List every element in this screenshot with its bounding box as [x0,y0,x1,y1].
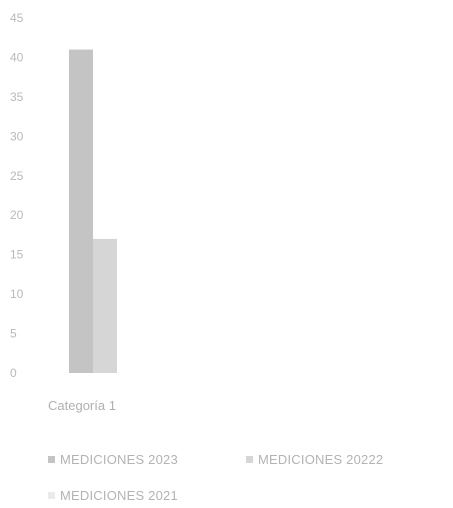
bar-mediciones-20222 [93,238,117,373]
y-tick-label: 15 [10,248,24,262]
legend: MEDICIONES 2023 MEDICIONES 20222 MEDICIO… [0,440,453,508]
bars [69,49,117,374]
legend-item-2021: MEDICIONES 2021 [48,488,178,503]
y-axis-ticks: 0 5 10 15 20 25 30 35 40 45 [10,11,24,380]
y-tick-label: 40 [10,50,24,64]
y-tick-label: 5 [10,327,17,341]
legend-label-20222: MEDICIONES 20222 [258,452,384,467]
legend-label-2023: MEDICIONES 2023 [60,452,178,467]
legend-swatch-20222 [246,456,253,463]
bar-chart: 0 5 10 15 20 25 30 35 40 45 Categoría 1 [10,11,117,413]
y-tick-label: 20 [10,208,24,222]
legend-swatch-2021 [48,492,55,499]
y-tick-label: 25 [10,169,24,183]
category-label: Categoría 1 [48,398,116,413]
legend-label-2021: MEDICIONES 2021 [60,488,178,503]
y-tick-label: 45 [10,11,24,25]
bar-mediciones-2023 [69,49,93,374]
y-tick-label: 30 [10,129,24,143]
y-tick-label: 10 [10,287,24,301]
y-tick-label: 35 [10,90,24,104]
legend-swatch-2023 [48,456,55,463]
y-tick-label: 0 [10,366,17,380]
legend-item-2023: MEDICIONES 2023 [48,452,178,467]
legend-item-20222: MEDICIONES 20222 [246,452,383,467]
